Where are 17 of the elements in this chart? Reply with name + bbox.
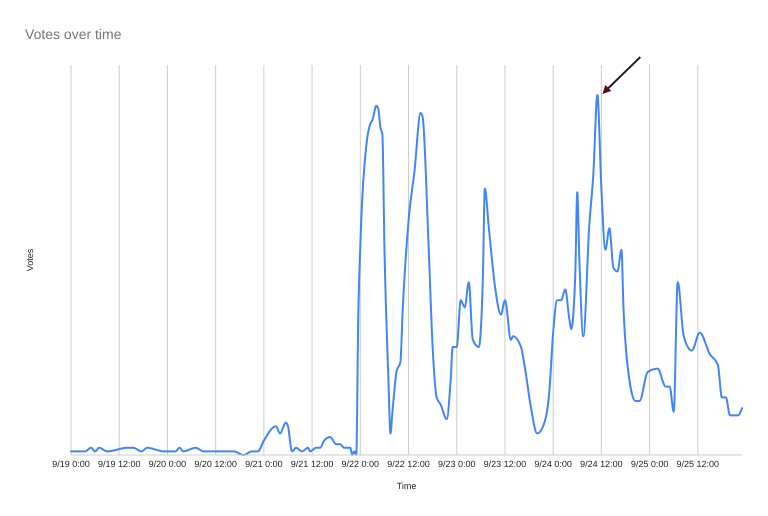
x-tick-label: 9/23 0:00 <box>438 459 476 469</box>
x-tick-label: 9/21 12:00 <box>290 459 334 469</box>
x-tick-label: 9/22 12:00 <box>387 459 430 469</box>
x-tick-label: 9/24 12:00 <box>580 459 623 469</box>
x-tick-label: 9/24 0:00 <box>534 459 572 469</box>
y-axis-title: Votes <box>25 248 35 272</box>
x-tick-label: 9/25 0:00 <box>630 459 668 469</box>
x-tick-label: 9/20 0:00 <box>148 459 186 469</box>
x-tick-label: 9/20 12:00 <box>194 459 237 469</box>
x-tick-label: 9/19 12:00 <box>98 459 140 469</box>
x-tick-label: 9/22 0:00 <box>342 459 380 469</box>
x-tick-label: 9/23 12:00 <box>484 459 526 469</box>
x-tick-label: 9/25 12:00 <box>676 459 720 469</box>
x-axis-title: Time <box>396 481 416 491</box>
chart-title: Votes over time <box>25 26 122 42</box>
x-tick-label: 9/21 0:00 <box>245 459 283 469</box>
x-tick-label: 9/19 0:00 <box>52 459 90 469</box>
